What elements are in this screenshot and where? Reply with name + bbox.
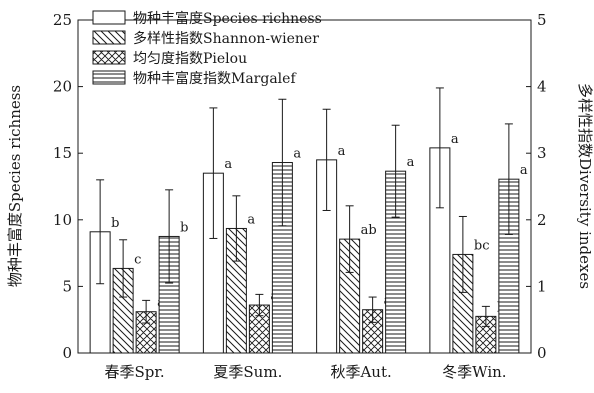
right-axis-ticks: 0 1 2 3 4 5	[526, 11, 547, 362]
significance-label: a	[338, 144, 346, 159]
right-tick-label: 1	[537, 277, 547, 295]
significance-label: a	[247, 212, 255, 227]
legend-swatch	[92, 30, 126, 45]
legend: 物种丰富度Species richness 多样性指数Shannon-wiener…	[92, 10, 322, 87]
significance-label: c	[134, 252, 141, 267]
legend-label: 多样性指数Shannon-wiener	[133, 30, 319, 47]
left-axis-ticks: 0 5 10 15 20 25	[53, 11, 83, 362]
legend-label: 物种丰富度指数Margalef	[133, 70, 297, 87]
legend-swatch	[92, 70, 126, 85]
right-tick-label: 3	[537, 144, 547, 162]
plot-border	[77, 19, 532, 354]
left-tick-label: 0	[62, 344, 72, 362]
left-tick-label: 20	[53, 78, 72, 96]
left-tick-label: 10	[53, 211, 72, 229]
significance-label: a	[451, 132, 459, 147]
category-label: 夏季Sum.	[213, 363, 282, 381]
left-tick-label: 5	[62, 277, 72, 295]
plot-frame	[77, 19, 532, 354]
legend-label: 物种丰富度Species richness	[133, 10, 322, 27]
bars: bcabbaaaaaababaabcba	[89, 87, 528, 354]
left-axis-title: 物种丰富度Species richness	[6, 85, 24, 287]
significance-label: b	[111, 216, 119, 231]
category-labels: 春季Spr. 夏季Sum. 秋季Aut. 冬季Win.	[105, 363, 507, 381]
legend-label: 均匀度指数Pielou	[133, 51, 247, 67]
right-axis-title: 多样性指数Diversity indexes	[576, 83, 594, 289]
significance-label: a	[407, 155, 415, 170]
significance-label: a	[224, 157, 232, 172]
right-tick-label: 2	[537, 211, 547, 229]
significance-label: b	[180, 220, 188, 235]
significance-label: ab	[361, 223, 377, 238]
category-label: 冬季Win.	[442, 363, 506, 381]
category-label: 秋季Aut.	[330, 363, 391, 381]
right-tick-label: 4	[537, 78, 547, 96]
left-tick-label: 25	[53, 11, 72, 29]
significance-label: a	[293, 147, 301, 162]
legend-swatch	[92, 10, 126, 25]
right-tick-label: 0	[537, 344, 547, 362]
category-label: 春季Spr.	[105, 363, 165, 381]
legend-swatch	[92, 50, 126, 65]
right-tick-label: 5	[537, 11, 547, 29]
significance-label: a	[520, 163, 528, 178]
significance-label: bc	[474, 238, 490, 253]
left-tick-label: 15	[53, 144, 72, 162]
